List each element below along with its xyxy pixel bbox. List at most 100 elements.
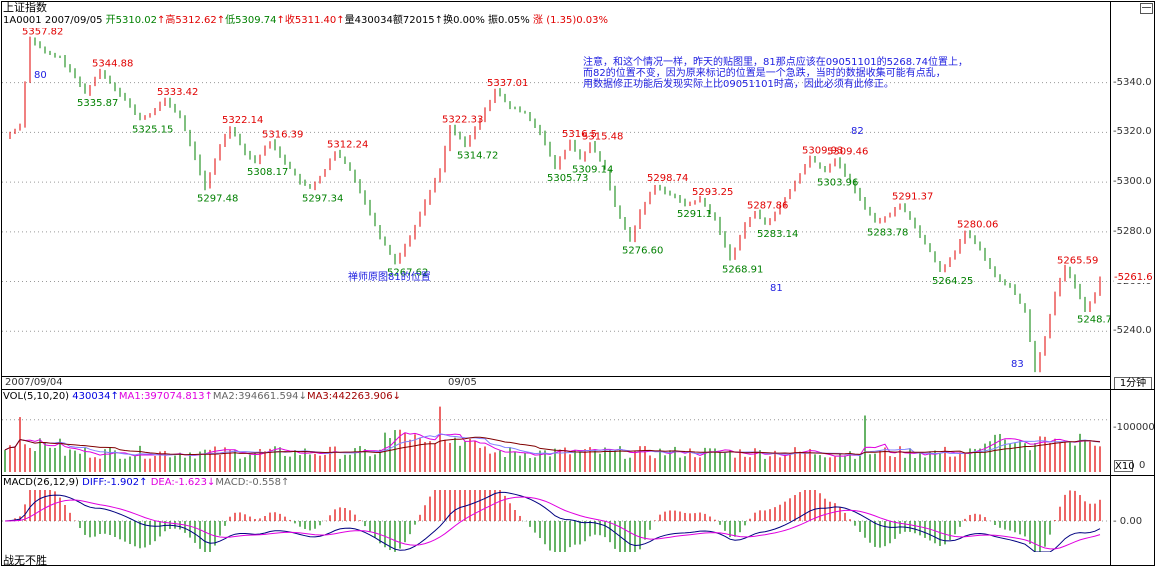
macd-chart: [2, 490, 1110, 552]
annotation-note: 注意，和这个情况一样，昨天的贴图里，81那点应该在09051101的5268.7…: [583, 57, 968, 90]
extreme-price-label: 5322.14: [222, 115, 263, 126]
extreme-price-label: 5268.91: [722, 264, 763, 275]
vol-value: 430034: [354, 15, 393, 26]
low-label: 低: [225, 15, 236, 26]
right-axis-divider: [1110, 1, 1111, 565]
open-value: 5310.02: [115, 15, 158, 26]
index-title: 上证指数: [3, 1, 47, 14]
extreme-price-label: 5337.01: [487, 78, 528, 89]
code: 1A0001: [3, 15, 42, 26]
note-line-1: 注意，和这个情况一样，昨天的贴图里，81那点应该在09051101的5268.7…: [583, 57, 968, 68]
date-label-mid: 09/05: [448, 377, 477, 388]
extreme-price-label: 5335.87: [77, 98, 118, 109]
vol-ma2-label: MA2:: [212, 391, 239, 402]
close-label: 收: [284, 15, 295, 26]
vol-label: 量: [344, 15, 355, 26]
amount-label: 额: [392, 15, 403, 26]
extreme-price-label: 5298.74: [647, 173, 688, 184]
vol-ma-line: [4, 436, 1101, 456]
wave-mark-82: 82: [851, 126, 864, 137]
vol-name: VOL(5,10,20): [3, 391, 70, 402]
note-line-3: 用数据修正功能后发现实际上比09051101时高，因此必须有此修正。: [583, 79, 894, 90]
extreme-price-label: 5303.96: [817, 177, 858, 188]
extreme-price-label: 5322.33: [442, 115, 483, 126]
price-axis-label: -5300.0: [1113, 176, 1152, 188]
extreme-price-label: 5309.93: [802, 145, 843, 156]
vol-ma2: 394661.594: [238, 391, 299, 402]
extreme-price-label: 5287.86: [747, 200, 788, 211]
vol-current: 430034: [72, 391, 111, 402]
price-axis-label: -5240.0: [1113, 325, 1152, 337]
volume-chart: [2, 406, 1110, 472]
vol-ma1: 397074.813: [144, 391, 205, 402]
wave-mark-81: 81: [770, 283, 783, 294]
diff-label: DIFF:: [82, 477, 107, 488]
extreme-price-label: 5309.46: [827, 147, 868, 158]
change-value: (1.35): [546, 15, 577, 26]
vol-ma3-label: MA3:: [306, 391, 333, 402]
extreme-price-label: 5297.34: [302, 194, 343, 205]
high-value: 5312.62: [175, 15, 217, 26]
price-axis-label: -5340.0: [1113, 76, 1152, 88]
open-label: 开: [105, 15, 116, 26]
extreme-price-label: 5325.15: [132, 125, 173, 136]
extreme-price-label: 5291.1: [677, 209, 712, 220]
footer-text: 战无不胜: [3, 554, 47, 567]
date-label-start: 2007/09/04: [5, 377, 63, 388]
extreme-price-label: 5267.62: [387, 268, 428, 279]
extreme-price-label: 5283.14: [757, 229, 798, 240]
extreme-price-label: 5316.5: [562, 129, 597, 140]
extreme-price-label: 5280.06: [957, 220, 998, 231]
vol-ma3: 442263.906: [332, 391, 393, 402]
macd-info-bar: MACD(26,12,9) DIFF:-1.902↑ DEA:-1.623↓MA…: [3, 477, 290, 488]
vol-unit-box[interactable]: X10: [1114, 460, 1135, 472]
vol-axis-0: 0: [1139, 460, 1146, 471]
turnover-value: 0.00%: [453, 15, 485, 26]
diff-value: -1.902: [106, 477, 140, 488]
vol-panel-top: [2, 389, 1155, 390]
macd-label: MACD:: [215, 477, 249, 488]
extreme-price-label: 5333.42: [157, 87, 198, 98]
vol-axis-100000: -100000: [1113, 422, 1155, 433]
price-chart: 5357.82 5344.88 5335.87 5333.42 5325.15 5322.…: [2, 28, 1110, 376]
high-label: 高: [165, 15, 176, 26]
amplitude-label: 振: [488, 15, 499, 26]
extreme-price-label: 5314.72: [457, 151, 498, 162]
macd-line: [4, 496, 1101, 550]
vol-ma-line: [4, 433, 1101, 457]
extreme-price-label: 5264.25: [932, 276, 973, 287]
date-axis-top: [2, 376, 1110, 377]
amount-value: 72015: [402, 15, 435, 26]
macd-panel-top: [2, 475, 1155, 476]
macd-axis-zero: - 0.00: [1113, 516, 1143, 527]
macd-value: -0.558: [248, 477, 282, 488]
original-81-label: 禅师原图81的位置: [348, 272, 431, 283]
extreme-price-label: 5297.48: [197, 193, 238, 204]
extreme-price-label: 5305.73: [547, 173, 588, 184]
vol-ma-line: [4, 432, 1101, 457]
extreme-price-label: 5309.14: [572, 164, 613, 175]
date: 2007/09/05: [44, 15, 103, 26]
extreme-price-label: 5291.37: [892, 192, 933, 203]
wave-mark-83: 83: [1011, 359, 1024, 370]
window-toggle-icon[interactable]: [1140, 3, 1153, 14]
extreme-price-label: 5357.82: [22, 28, 63, 37]
vol-ma1-label: MA1:: [118, 391, 145, 402]
change-label: 涨: [533, 15, 543, 26]
extreme-price-label: 5265.59: [1057, 256, 1098, 267]
ohlc-info-bar: 1A0001 2007/09/05 开5310.02↑高5312.62↑低530…: [3, 15, 609, 26]
extreme-price-label: 5344.88: [92, 59, 133, 70]
extreme-price-label: 5276.60: [622, 245, 663, 256]
change-pct: 0.03%: [576, 15, 609, 26]
last-price-label: -5261.6: [1114, 271, 1153, 283]
low-value: 5309.74: [235, 15, 277, 26]
macd-name: MACD(26,12,9): [3, 477, 79, 488]
extreme-price-label: 5312.24: [327, 140, 368, 151]
extreme-price-label: 5316.39: [262, 129, 303, 140]
price-axis-label: -5320.0: [1113, 126, 1152, 138]
dea-value: -1.623: [174, 477, 208, 488]
turnover-label: 换: [443, 15, 454, 26]
extreme-price-label: 5283.78: [867, 227, 908, 238]
extreme-price-label: 5248.7: [1077, 315, 1110, 326]
